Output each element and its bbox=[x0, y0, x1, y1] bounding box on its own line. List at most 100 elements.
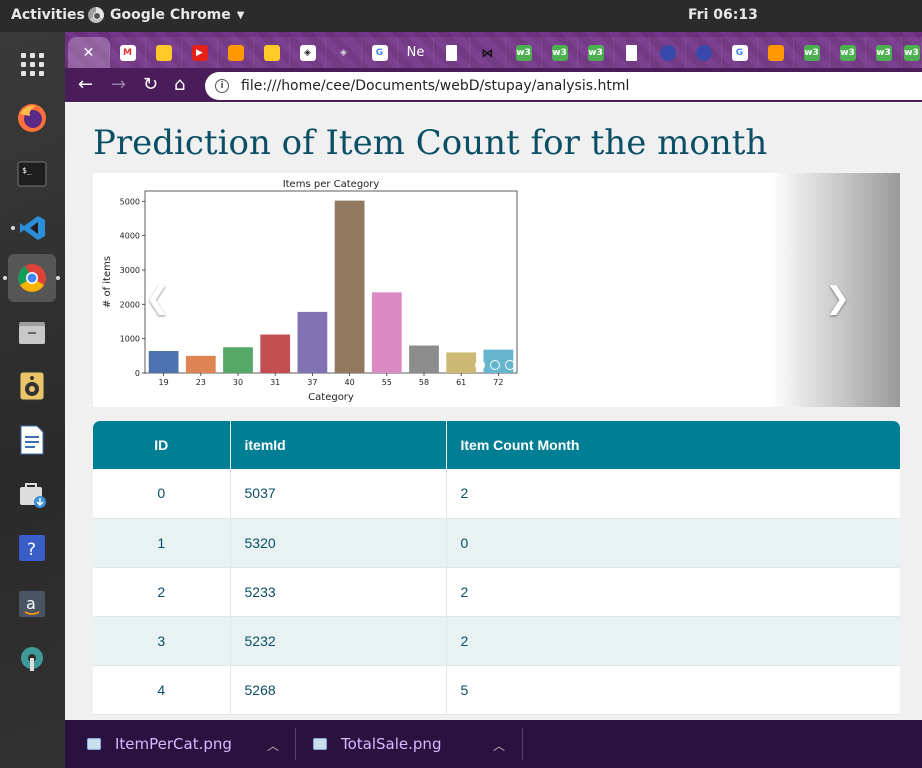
tab-globe-1[interactable] bbox=[650, 37, 686, 68]
info-icon[interactable]: i bbox=[215, 79, 229, 93]
tab-google-2[interactable]: G bbox=[722, 37, 758, 68]
cell-id: 4 bbox=[93, 665, 231, 715]
y-tick-label: 5000 bbox=[120, 197, 140, 206]
tab-w3-1[interactable]: w3 bbox=[506, 37, 542, 68]
clock[interactable]: Fri 06:13 bbox=[688, 7, 758, 23]
table-row: 3 5232 2 bbox=[93, 616, 900, 666]
tab-youtube[interactable]: ▶ bbox=[182, 37, 218, 68]
tab-w3-2[interactable]: w3 bbox=[542, 37, 578, 68]
dock-rhythmbox[interactable] bbox=[8, 362, 56, 410]
address-bar[interactable]: i file:///home/cee/Documents/webD/stupay… bbox=[205, 72, 922, 100]
column-header-item-count[interactable]: Item Count Month bbox=[460, 437, 580, 453]
url-text: file:///home/cee/Documents/webD/stupay/a… bbox=[241, 78, 630, 94]
home-icon[interactable]: ⌂ bbox=[174, 74, 186, 95]
table-row: 1 5320 0 bbox=[93, 518, 900, 568]
dock-chrome[interactable] bbox=[3, 254, 60, 302]
dock-vscode[interactable] bbox=[8, 204, 56, 252]
tab-codepen-1[interactable]: ◈ bbox=[290, 37, 326, 68]
bar bbox=[371, 292, 402, 373]
dock-help[interactable]: ? bbox=[8, 524, 56, 572]
tab-w3-4[interactable]: w3 bbox=[794, 37, 830, 68]
chart-frame bbox=[144, 190, 518, 374]
file-icon bbox=[446, 44, 457, 61]
y-tick-label: 0 bbox=[135, 369, 140, 378]
forward-arrow-icon[interactable]: → bbox=[111, 74, 127, 95]
browser-toolbar: ← → ↻ ⌂ i file:///home/cee/Documents/web… bbox=[65, 68, 922, 102]
table-row: 4 5268 5 bbox=[93, 665, 900, 715]
tab-ne[interactable]: Ne bbox=[398, 37, 434, 68]
software-bag-icon bbox=[20, 483, 46, 508]
tab-sublime-1[interactable] bbox=[218, 37, 254, 68]
image-file-icon bbox=[87, 738, 101, 750]
close-tab-icon[interactable]: ✕ bbox=[82, 44, 95, 61]
column-header-id[interactable]: ID bbox=[93, 421, 231, 469]
carousel-prev-icon[interactable]: ❮ bbox=[145, 281, 171, 316]
tab-active[interactable]: ✕ bbox=[68, 37, 110, 68]
tab-w3-6[interactable]: w3 bbox=[866, 37, 902, 68]
reload-icon[interactable]: ↻ bbox=[143, 74, 159, 95]
tab-sublime-2[interactable] bbox=[758, 37, 794, 68]
tab-file-2[interactable] bbox=[614, 37, 650, 68]
bar bbox=[148, 351, 179, 373]
column-header-itemid[interactable]: itemId bbox=[230, 421, 447, 469]
image-carousel: Items per Category Category # of items 0 100… bbox=[93, 173, 900, 407]
dock-software[interactable] bbox=[8, 470, 56, 518]
download-filename: ItemPerCat.png bbox=[115, 735, 232, 753]
tab-gmail[interactable]: M bbox=[110, 37, 146, 68]
sublime-icon bbox=[767, 44, 784, 61]
table-row: 0 5037 2 bbox=[93, 469, 900, 519]
chrome-icon bbox=[18, 264, 46, 292]
dock-amazon[interactable]: a bbox=[8, 580, 56, 628]
dock-writer[interactable] bbox=[8, 416, 56, 464]
table-header-row: ID itemId Item Count Month bbox=[93, 421, 900, 469]
tab-firebase-2[interactable] bbox=[254, 37, 290, 68]
tab-w3-3[interactable]: w3 bbox=[578, 37, 614, 68]
show-apps-button[interactable] bbox=[8, 40, 56, 88]
firebase-icon bbox=[155, 44, 172, 61]
cell-item-count: 5 bbox=[446, 665, 900, 715]
document-icon bbox=[20, 425, 44, 455]
firefox-icon bbox=[18, 104, 46, 132]
dock-settings[interactable] bbox=[8, 634, 56, 682]
bow-tie-icon: ⋈ bbox=[481, 45, 494, 60]
download-item[interactable]: TotalSale.png ︿ bbox=[313, 720, 521, 768]
tab-bow[interactable]: ⋈ bbox=[470, 37, 506, 68]
carousel-indicator[interactable] bbox=[505, 360, 515, 370]
carousel-next-icon[interactable]: ❯ bbox=[825, 281, 851, 316]
y-tick-label: 3000 bbox=[120, 266, 140, 275]
activities-button[interactable]: Activities bbox=[11, 7, 85, 23]
download-item[interactable]: ItemPerCat.png ︿ bbox=[87, 720, 295, 768]
w3-icon: w3 bbox=[515, 44, 532, 61]
firebase-icon bbox=[263, 44, 280, 61]
cell-item-count: 0 bbox=[446, 518, 900, 568]
dock-terminal[interactable]: $_ bbox=[8, 150, 56, 198]
bar bbox=[223, 347, 253, 373]
speaker-icon bbox=[19, 371, 45, 401]
app-menu[interactable]: Google Chrome ▼ bbox=[88, 7, 244, 23]
x-axis-label: Category bbox=[308, 392, 354, 403]
tab-google-1[interactable]: G bbox=[362, 37, 398, 68]
x-tick-label: 30 bbox=[233, 378, 243, 387]
tab-file-1[interactable] bbox=[434, 37, 470, 68]
dock-files[interactable] bbox=[8, 308, 56, 356]
dock-firefox[interactable] bbox=[8, 94, 56, 142]
y-tick-label: 2000 bbox=[120, 300, 140, 309]
chevron-up-icon[interactable]: ︿ bbox=[267, 739, 280, 753]
page-content: Prediction of Item Count for the month I… bbox=[65, 103, 922, 720]
carousel-indicator[interactable] bbox=[475, 360, 485, 370]
tab-globe-2[interactable] bbox=[686, 37, 722, 68]
tab-ne-label: Ne bbox=[406, 45, 425, 60]
x-tick-label: 19 bbox=[159, 378, 169, 387]
tab-firebase-1[interactable] bbox=[146, 37, 182, 68]
tab-w3-5[interactable]: w3 bbox=[830, 37, 866, 68]
back-arrow-icon[interactable]: ← bbox=[78, 74, 94, 95]
carousel-indicator[interactable] bbox=[490, 360, 500, 370]
chevron-up-icon[interactable]: ︿ bbox=[493, 739, 506, 753]
y-tick-label: 4000 bbox=[120, 232, 140, 241]
tab-w3-7[interactable]: w3 bbox=[902, 37, 922, 68]
tab-codepen-2[interactable]: ◈ bbox=[326, 37, 362, 68]
download-shelf: ItemPerCat.png ︿ TotalSale.png ︿ bbox=[65, 720, 922, 768]
w3-icon: w3 bbox=[551, 44, 568, 61]
files-icon bbox=[19, 322, 45, 344]
cell-itemid: 5037 bbox=[230, 469, 447, 519]
